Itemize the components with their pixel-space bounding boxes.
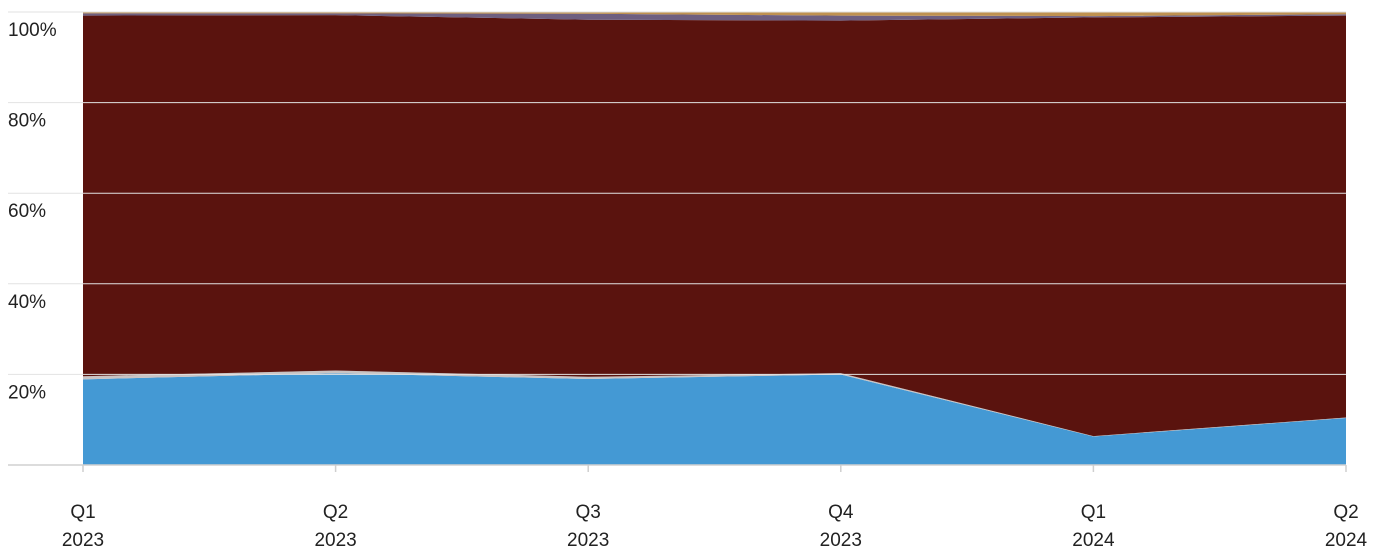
x-tick-label-year: 2024 [1072,530,1115,551]
x-tick-label-year: 2024 [1325,530,1368,551]
x-tick-label-quarter: Q4 [828,502,854,523]
y-tick-label: 100% [8,20,57,41]
x-tick-label-quarter: Q2 [1333,502,1358,523]
gridlines-layer [8,11,1346,466]
y-tick-label: 80% [8,111,46,132]
x-tick-label-quarter: Q2 [323,502,348,523]
x-tick-label-year: 2023 [820,530,862,551]
x-tick-label-quarter: Q1 [70,502,95,523]
x-tick-label-quarter: Q3 [576,502,601,523]
y-tick-label: 60% [8,201,46,222]
area-series-4 [83,13,1346,21]
x-tick-label-year: 2023 [62,530,104,551]
x-tick-label-quarter: Q1 [1081,502,1106,523]
y-tick-label: 20% [8,382,46,403]
area-series-layer [83,12,1346,465]
x-tick-label-year: 2023 [567,530,609,551]
x-tick-label-year: 2023 [314,530,356,551]
y-axis: 20% 40% 60% 80% 100% [8,20,57,403]
area-series-5 [83,12,1346,17]
y-tick-label: 40% [8,292,46,313]
x-axis: Q1 2023 Q2 2023 Q3 2023 Q4 2023 Q1 2024 Q2 2024 [62,465,1368,551]
area-series-3 [83,15,1346,437]
area-series-1 [83,373,1346,465]
